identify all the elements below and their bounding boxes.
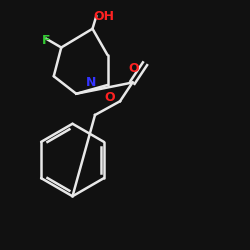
Text: O: O (105, 91, 115, 104)
Text: F: F (42, 34, 50, 46)
Text: OH: OH (93, 10, 114, 23)
Text: O: O (128, 62, 139, 75)
Text: N: N (86, 76, 97, 89)
